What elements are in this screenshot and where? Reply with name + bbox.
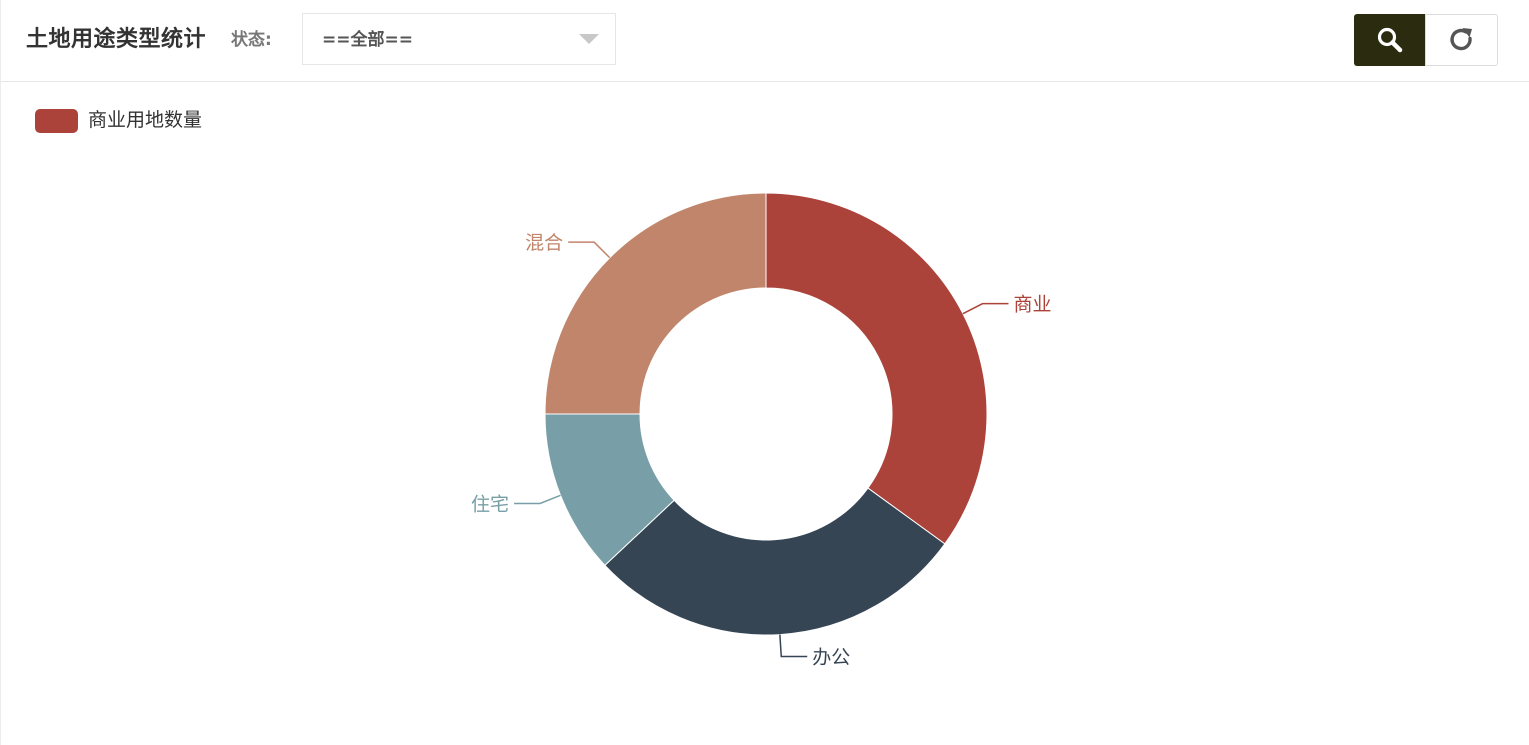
- slice-label: 商业: [1014, 294, 1052, 316]
- slice-leader-line: [779, 634, 808, 658]
- page-title: 土地用途类型统计: [26, 27, 207, 52]
- status-select[interactable]: ==全部==: [302, 13, 616, 65]
- status-filter-label: 状态:: [231, 30, 272, 50]
- refresh-icon: [1449, 28, 1472, 51]
- search-button[interactable]: [1354, 14, 1426, 66]
- status-select-value: ==全部==: [322, 30, 413, 50]
- donut-slice[interactable]: [765, 192, 988, 545]
- slice-label: 办公: [812, 647, 850, 669]
- refresh-button[interactable]: [1425, 14, 1498, 66]
- slice-leader-line: [962, 302, 1009, 315]
- search-icon: [1377, 27, 1403, 53]
- slice-label: 混合: [525, 232, 563, 254]
- slice-leader-line: [568, 241, 611, 259]
- donut-slice[interactable]: [544, 192, 767, 415]
- toolbar: 土地用途类型统计 状态: ==全部==: [1, 0, 1529, 82]
- legend-label: 商业用地数量: [88, 109, 203, 131]
- chevron-down-icon: [579, 34, 599, 44]
- legend-swatch: [35, 109, 78, 133]
- slice-leader-line: [514, 494, 561, 505]
- donut-slice[interactable]: [604, 487, 946, 636]
- slice-label: 住宅: [471, 493, 509, 515]
